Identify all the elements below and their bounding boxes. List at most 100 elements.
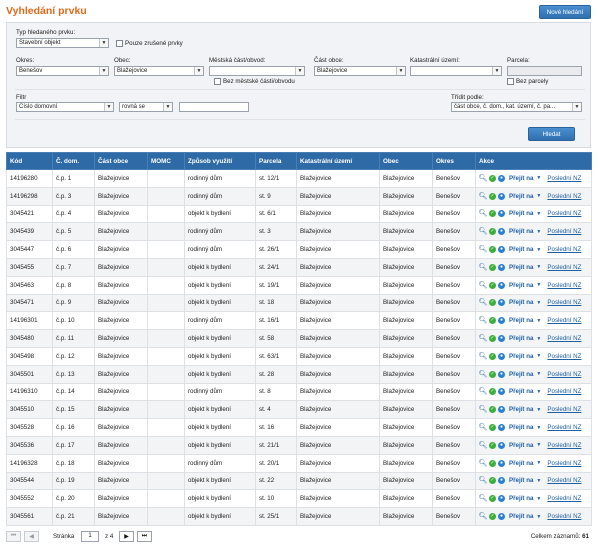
filtr-field-select[interactable]: Číslo domovní ▼ bbox=[16, 102, 114, 112]
globe-icon[interactable]: ● bbox=[498, 192, 505, 200]
search-icon[interactable]: 🔍︎ bbox=[478, 477, 488, 485]
go-to-link[interactable]: Přejít na bbox=[509, 210, 534, 218]
search-icon[interactable]: 🔍︎ bbox=[478, 246, 488, 254]
go-to-link[interactable]: Přejít na bbox=[509, 263, 534, 271]
table-row[interactable]: 3045501 č.p. 13 Blažejovice objekt k bydlen… bbox=[6, 364, 592, 384]
search-icon[interactable]: 🔍︎ bbox=[478, 263, 488, 271]
last-nz-link[interactable]: Poslední NZ bbox=[547, 352, 582, 360]
check-icon[interactable]: ✓ bbox=[489, 192, 496, 200]
last-nz-link[interactable]: Poslední NZ bbox=[547, 281, 582, 289]
next-page-button[interactable]: ▶ bbox=[119, 531, 134, 542]
check-icon[interactable]: ✓ bbox=[489, 281, 496, 289]
prev-page-button[interactable]: ◀ bbox=[24, 531, 39, 542]
column-header[interactable]: MOMC bbox=[147, 152, 185, 170]
last-nz-link[interactable]: Poslední NZ bbox=[547, 263, 582, 271]
first-page-button[interactable]: ⏮ bbox=[6, 531, 21, 542]
search-icon[interactable]: 🔍︎ bbox=[478, 441, 488, 449]
table-row[interactable]: 14196301 č.p. 10 Blažejovice rodinný dům st.… bbox=[6, 311, 592, 331]
table-row[interactable]: 14196280 č.p. 1 Blažejovice rodinný dům st. … bbox=[6, 169, 592, 188]
check-icon[interactable]: ✓ bbox=[489, 352, 496, 360]
globe-icon[interactable]: ● bbox=[498, 352, 505, 360]
table-row[interactable]: 3045421 č.p. 4 Blažejovice objekt k bydlení… bbox=[6, 204, 592, 224]
obec-select[interactable]: Blažejovice ▼ bbox=[114, 66, 204, 76]
check-icon[interactable]: ✓ bbox=[489, 263, 496, 271]
last-page-button[interactable]: ⏭ bbox=[137, 531, 152, 542]
globe-icon[interactable]: ● bbox=[498, 388, 505, 396]
globe-icon[interactable]: ● bbox=[498, 335, 505, 343]
okres-select[interactable]: Benešov ▼ bbox=[16, 66, 109, 76]
filtr-operator-select[interactable]: rovná se ▼ bbox=[119, 102, 173, 112]
check-icon[interactable]: ✓ bbox=[489, 441, 496, 449]
table-row[interactable]: 3045561 č.p. 21 Blažejovice objekt k bydlen… bbox=[6, 507, 592, 526]
check-icon[interactable]: ✓ bbox=[489, 317, 496, 325]
mestska-select[interactable]: ▼ bbox=[209, 66, 305, 76]
globe-icon[interactable]: ● bbox=[498, 299, 505, 307]
table-row[interactable]: 14196310 č.p. 14 Blažejovice rodinný dům st.… bbox=[6, 382, 592, 402]
go-to-link[interactable]: Přejít na bbox=[509, 370, 534, 378]
globe-icon[interactable]: ● bbox=[498, 317, 505, 325]
globe-icon[interactable]: ● bbox=[498, 477, 505, 485]
bez-mestske-checkbox[interactable] bbox=[214, 78, 221, 85]
go-to-link[interactable]: Přejít na bbox=[509, 317, 534, 325]
parcela-input[interactable] bbox=[507, 66, 582, 76]
search-icon[interactable]: 🔍︎ bbox=[478, 370, 488, 378]
search-icon[interactable]: 🔍︎ bbox=[478, 459, 488, 467]
search-icon[interactable]: 🔍︎ bbox=[478, 513, 488, 521]
check-icon[interactable]: ✓ bbox=[489, 299, 496, 307]
search-icon[interactable]: 🔍︎ bbox=[478, 388, 488, 396]
table-row[interactable]: 3045439 č.p. 5 Blažejovice rodinný dům st. 3… bbox=[6, 222, 592, 242]
sort-select[interactable]: část obce, č. dom., kat. území, č. pa...… bbox=[451, 102, 582, 112]
column-header[interactable]: Obec bbox=[379, 152, 433, 170]
go-to-link[interactable]: Přejít na bbox=[509, 441, 534, 449]
table-row[interactable]: 3045447 č.p. 6 Blažejovice rodinný dům st. 2… bbox=[6, 240, 592, 259]
last-nz-link[interactable]: Poslední NZ bbox=[547, 228, 582, 236]
search-icon[interactable]: 🔍︎ bbox=[478, 228, 488, 236]
last-nz-link[interactable]: Poslední NZ bbox=[547, 388, 582, 396]
globe-icon[interactable]: ● bbox=[498, 370, 505, 378]
last-nz-link[interactable]: Poslední NZ bbox=[547, 477, 582, 485]
globe-icon[interactable]: ● bbox=[498, 441, 505, 449]
search-icon[interactable]: 🔍︎ bbox=[478, 406, 488, 414]
check-icon[interactable]: ✓ bbox=[489, 477, 496, 485]
check-icon[interactable]: ✓ bbox=[489, 459, 496, 467]
table-row[interactable]: 3045471 č.p. 9 Blažejovice objekt k bydlení… bbox=[6, 293, 592, 313]
column-header[interactable]: Část obce bbox=[94, 152, 148, 170]
check-icon[interactable]: ✓ bbox=[489, 174, 496, 182]
globe-icon[interactable]: ● bbox=[498, 281, 505, 289]
last-nz-link[interactable]: Poslední NZ bbox=[547, 424, 582, 432]
column-header[interactable]: Akce bbox=[475, 152, 592, 170]
check-icon[interactable]: ✓ bbox=[489, 335, 496, 343]
search-icon[interactable]: 🔍︎ bbox=[478, 299, 488, 307]
search-icon[interactable]: 🔍︎ bbox=[478, 495, 488, 503]
table-row[interactable]: 3045463 č.p. 8 Blažejovice objekt k bydlení… bbox=[6, 275, 592, 295]
table-row[interactable]: 3045528 č.p. 16 Blažejovice objekt k bydlen… bbox=[6, 418, 592, 437]
table-row[interactable]: 3045498 č.p. 12 Blažejovice objekt k bydlen… bbox=[6, 346, 592, 366]
check-icon[interactable]: ✓ bbox=[489, 388, 496, 396]
check-icon[interactable]: ✓ bbox=[489, 406, 496, 414]
column-header[interactable]: Okres bbox=[432, 152, 476, 170]
last-nz-link[interactable]: Poslední NZ bbox=[547, 174, 582, 182]
katastr-select[interactable]: ▼ bbox=[410, 66, 502, 76]
search-button[interactable]: Hledat bbox=[528, 127, 575, 141]
new-search-button[interactable]: Nové hledání bbox=[539, 5, 591, 19]
go-to-link[interactable]: Přejít na bbox=[509, 513, 534, 521]
go-to-link[interactable]: Přejít na bbox=[509, 459, 534, 467]
check-icon[interactable]: ✓ bbox=[489, 246, 496, 254]
column-header[interactable]: Č. dom. bbox=[52, 152, 95, 170]
globe-icon[interactable]: ● bbox=[498, 263, 505, 271]
globe-icon[interactable]: ● bbox=[498, 406, 505, 414]
search-icon[interactable]: 🔍︎ bbox=[478, 317, 488, 325]
table-row[interactable]: 3045510 č.p. 15 Blažejovice objekt k bydlen… bbox=[6, 400, 592, 420]
table-row[interactable]: 3045544 č.p. 19 Blažejovice objekt k bydlen… bbox=[6, 471, 592, 491]
table-row[interactable]: 3045480 č.p. 11 Blažejovice objekt k bydlen… bbox=[6, 329, 592, 348]
globe-icon[interactable]: ● bbox=[498, 513, 505, 521]
table-row[interactable]: 3045455 č.p. 7 Blažejovice objekt k bydlení… bbox=[6, 257, 592, 277]
column-header[interactable]: Katastrální území bbox=[296, 152, 380, 170]
go-to-link[interactable]: Přejít na bbox=[509, 335, 534, 343]
go-to-link[interactable]: Přejít na bbox=[509, 388, 534, 396]
go-to-link[interactable]: Přejít na bbox=[509, 495, 534, 503]
go-to-link[interactable]: Přejít na bbox=[509, 424, 534, 432]
check-icon[interactable]: ✓ bbox=[489, 495, 496, 503]
check-icon[interactable]: ✓ bbox=[489, 370, 496, 378]
last-nz-link[interactable]: Poslední NZ bbox=[547, 335, 582, 343]
